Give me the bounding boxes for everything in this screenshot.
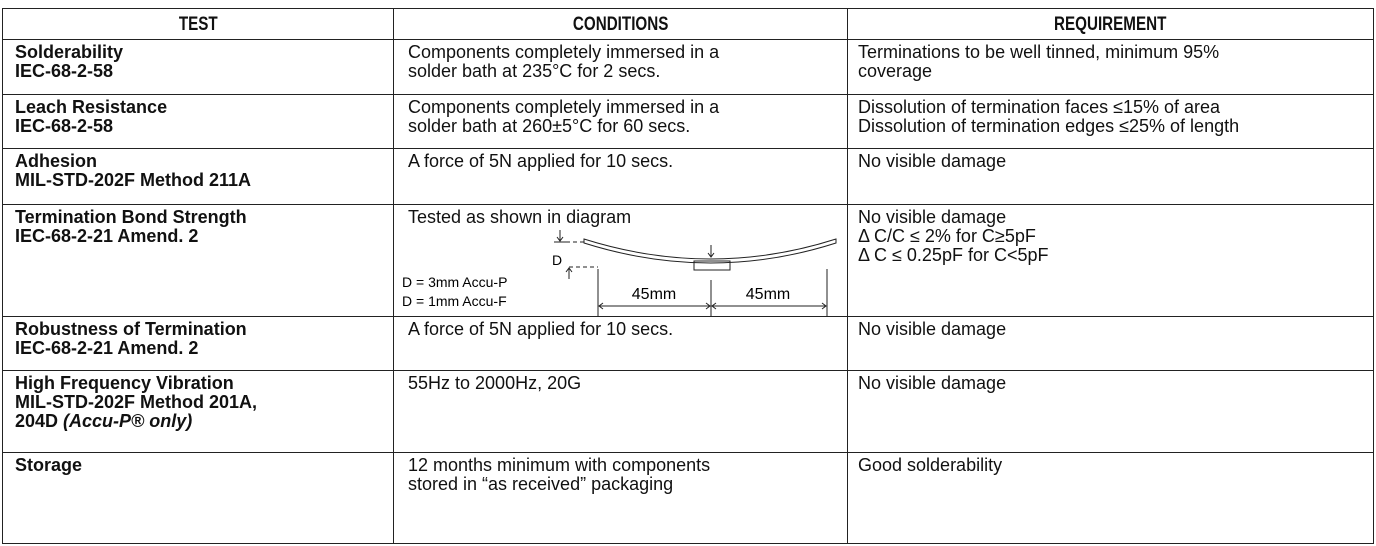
conditions-cell: 55Hz to 2000Hz, 20G	[393, 370, 848, 453]
test-standard: MIL-STD-202F Method 201A,	[15, 392, 258, 412]
span-label: 45mm	[632, 286, 676, 303]
dimension	[598, 302, 827, 310]
diagram-note: D = 1mm Accu-F	[402, 293, 507, 309]
header-text: REQUIREMENT	[1054, 13, 1167, 35]
requirement-text: Dissolution of termination faces ≤15% of…	[858, 97, 1221, 117]
conditions-text: A force of 5N applied for 10 secs.	[408, 319, 674, 339]
test-name: Solderability	[15, 42, 124, 62]
requirement-text: No visible damage	[858, 319, 1007, 339]
conditions-text: 12 months minimum with components	[408, 455, 711, 475]
bond-strength-diagram: D 45mm 45mm D = 3mm Accu-P D = 1mm Accu-F	[402, 230, 837, 317]
test-standard: IEC-68-2-58	[15, 116, 114, 136]
table-row: Storage 12 months minimum with components…	[2, 452, 1374, 544]
requirement-cell: Terminations to be well tinned, minimum …	[847, 39, 1374, 95]
requirement-cell: No visible damage	[847, 148, 1374, 205]
conditions-text: solder bath at 235°C for 2 secs.	[408, 61, 661, 81]
conditions-cell: A force of 5N applied for 10 secs.	[393, 316, 848, 371]
column-header: REQUIREMENT	[847, 8, 1374, 40]
test-name: Storage	[15, 455, 83, 475]
span-label: 45mm	[746, 286, 790, 303]
test-name: Leach Resistance	[15, 97, 168, 117]
test-note: (Accu-P® only)	[63, 411, 193, 431]
test-cell: Robustness of Termination IEC-68-2-21 Ame…	[2, 316, 394, 371]
arrow	[565, 267, 573, 279]
conditions-text: Tested as shown in diagram	[408, 207, 632, 227]
conditions-text: Components completely immersed in a	[408, 42, 720, 62]
conditions-cell: A force of 5N applied for 10 secs.	[393, 148, 848, 205]
substrate	[583, 238, 837, 264]
arrow	[556, 230, 564, 242]
table-row: Robustness of Termination IEC-68-2-21 Ame…	[2, 316, 1374, 371]
test-name: High Frequency Vibration	[15, 373, 234, 393]
requirement-cell: No visible damage Δ C/C ≤ 2% for C≥5pF Δ C…	[847, 204, 1374, 317]
conditions-cell: Components completely immersed in a solde…	[393, 39, 848, 95]
conditions-text: A force of 5N applied for 10 secs.	[408, 151, 674, 171]
column-header: TEST	[2, 8, 394, 40]
test-standard: IEC-68-2-58	[15, 61, 114, 81]
requirement-text: Good solderability	[858, 455, 1003, 475]
conditions-cell: 12 months minimum with components stored …	[393, 452, 848, 544]
test-standard: MIL-STD-202F Method 211A	[15, 170, 252, 190]
conditions-text: stored in “as received” packaging	[408, 474, 674, 494]
requirement-cell: Good solderability	[847, 452, 1374, 544]
conditions-text: solder bath at 260±5°C for 60 secs.	[408, 116, 691, 136]
test-cell: Storage	[2, 452, 394, 544]
test-cell: Leach Resistance IEC-68-2-58	[2, 94, 394, 149]
requirement-text: Dissolution of termination edges ≤25% of…	[858, 116, 1240, 136]
requirement-text: No visible damage	[858, 373, 1007, 393]
table-row: Solderability IEC-68-2-58 Components compl…	[2, 39, 1374, 95]
table-row: Adhesion MIL-STD-202F Method 211A A force …	[2, 148, 1374, 205]
requirement-text: Terminations to be well tinned, minimum …	[858, 42, 1220, 62]
test-cell: Termination Bond Strength IEC-68-2-21 Ame…	[2, 204, 394, 317]
test-standard: IEC-68-2-21 Amend. 2	[15, 338, 199, 358]
requirement-text: No visible damage	[858, 207, 1007, 227]
test-standard: IEC-68-2-21 Amend. 2	[15, 226, 199, 246]
header-row: TEST CONDITIONS REQUIREMENT	[2, 8, 1374, 40]
test-cell: High Frequency Vibration MIL-STD-202F Met…	[2, 370, 394, 453]
requirement-text: Δ C ≤ 0.25pF for C<5pF	[858, 245, 1049, 265]
spec-table: TEST CONDITIONS REQUIREMENT Solderability I…	[2, 8, 1374, 544]
test-name: Robustness of Termination	[15, 319, 247, 339]
test-cell: Solderability IEC-68-2-58	[2, 39, 394, 95]
header-text: TEST	[178, 13, 218, 35]
test-name: Adhesion	[15, 151, 98, 171]
table-row: High Frequency Vibration MIL-STD-202F Met…	[2, 370, 1374, 453]
column-header: CONDITIONS	[393, 8, 848, 40]
conditions-cell: Components completely immersed in a solde…	[393, 94, 848, 149]
d-label: D	[552, 252, 562, 268]
component	[693, 260, 731, 271]
header-text: CONDITIONS	[572, 13, 669, 35]
test-cell: Adhesion MIL-STD-202F Method 211A	[2, 148, 394, 205]
conditions-cell: Tested as shown in diagram D 45mm 45mm D = 3…	[393, 204, 848, 317]
diagram-note: D = 3mm Accu-P	[402, 274, 507, 290]
requirement-cell: No visible damage	[847, 316, 1374, 371]
table-row: Leach Resistance IEC-68-2-58 Components co…	[2, 94, 1374, 149]
conditions-text: Components completely immersed in a	[408, 97, 720, 117]
table-row: Termination Bond Strength IEC-68-2-21 Ame…	[2, 204, 1374, 317]
requirement-text: coverage	[858, 61, 933, 81]
test-name: Termination Bond Strength	[15, 207, 247, 227]
conditions-text: 55Hz to 2000Hz, 20G	[408, 373, 582, 393]
force-arrow	[707, 245, 715, 258]
requirement-cell: Dissolution of termination faces ≤15% of…	[847, 94, 1374, 149]
requirement-text: Δ C/C ≤ 2% for C≥5pF	[858, 226, 1036, 246]
requirement-cell: No visible damage	[847, 370, 1374, 453]
test-standard: 204D (Accu-P® only)	[15, 411, 193, 431]
requirement-text: No visible damage	[858, 151, 1007, 171]
